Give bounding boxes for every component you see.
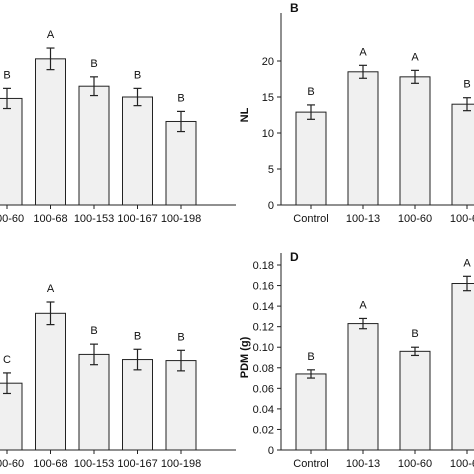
chart-panel-bottom-right: 0 0.02 0.04 0.06 0.08 0.10 0.12 0.14 0.16 0.18 PDM… (239, 250, 474, 470)
bar (165, 360, 197, 451)
significance-letter: B (177, 331, 184, 343)
y-tick-label: 0.12 (253, 322, 274, 334)
y-axis-label: PDM (g) (239, 336, 251, 378)
x-tick-label: 100-13 (346, 458, 380, 470)
bar (0, 97, 23, 206)
y-tick-label: 0.02 (253, 424, 274, 436)
bar (295, 111, 327, 206)
y-tick-label: 0.10 (253, 342, 274, 354)
x-tick-label: 100-198 (161, 458, 201, 470)
significance-letter: B (134, 330, 141, 342)
y-tick-label: 0.16 (253, 281, 274, 293)
x-tick-label: 100-68 (33, 458, 67, 470)
bar (35, 58, 66, 206)
chart-panel-top-left: B 100-60 A 100-68 B 100-153 B 100-167 B 100-198 (0, 29, 236, 225)
y-tick-label: 0.04 (253, 404, 274, 416)
significance-letter: A (463, 257, 471, 269)
x-tick-label: 100-68 (450, 458, 474, 470)
significance-letter: B (90, 58, 97, 70)
bar (399, 76, 431, 206)
bar (78, 353, 110, 451)
y-tick-label: 0.14 (253, 301, 274, 313)
y-tick-label: 15 (262, 92, 274, 104)
x-tick-label: 100-198 (161, 213, 201, 225)
bar (165, 120, 197, 206)
significance-letter: A (359, 46, 367, 58)
x-tick-label: Control (293, 458, 328, 470)
bar (78, 85, 110, 206)
significance-letter: B (134, 69, 141, 81)
x-tick-label: 100-60 (0, 458, 24, 470)
significance-letter: A (411, 51, 419, 63)
bar (451, 103, 474, 206)
bar (399, 350, 431, 451)
x-tick-label: 100-167 (117, 213, 157, 225)
bar (451, 283, 474, 451)
x-tick-label: 100-60 (0, 213, 24, 225)
significance-letter: A (359, 299, 367, 311)
panel-label: D (290, 250, 299, 264)
x-tick-label: 100-60 (398, 213, 432, 225)
significance-letter: B (177, 92, 184, 104)
panel-label: B (290, 1, 299, 15)
y-tick-label: 0.18 (253, 260, 274, 272)
y-tick-label: 5 (268, 164, 274, 176)
bar (295, 373, 327, 451)
y-axis-label: NL (239, 107, 251, 122)
bar (347, 71, 379, 206)
bar (35, 312, 66, 451)
y-tick-label: 0.06 (253, 383, 274, 395)
y-tick-label: 0 (268, 200, 274, 212)
x-tick-label: 100-13 (346, 213, 380, 225)
significance-letter: B (90, 325, 97, 337)
y-tick-label: 10 (262, 128, 274, 140)
bar (122, 359, 153, 451)
significance-letter: B (3, 69, 10, 81)
significance-letter: A (47, 29, 55, 41)
x-tick-label: 100-68 (450, 213, 474, 225)
y-tick-label: 0.08 (253, 363, 274, 375)
significance-letter: C (3, 354, 11, 366)
significance-letter: A (47, 283, 55, 295)
x-tick-label: 100-167 (117, 458, 157, 470)
x-tick-label: 100-153 (74, 458, 114, 470)
x-tick-label: 100-153 (74, 213, 114, 225)
x-tick-label: 100-60 (398, 458, 432, 470)
y-tick-label: 0 (268, 445, 274, 457)
chart-panel-bottom-left: C 100-60 A 100-68 B 100-153 B 100-167 B 100-198 (0, 283, 236, 470)
significance-letter: B (307, 86, 314, 98)
significance-letter: B (307, 351, 314, 363)
significance-letter: B (463, 79, 470, 91)
chart-panel-top-right: 0 5 10 15 20 NL B B Control A 100-13 A 100-60 B 100-68 (239, 1, 474, 225)
x-tick-label: Control (293, 213, 328, 225)
significance-letter: B (411, 328, 418, 340)
bar (347, 323, 379, 451)
x-tick-label: 100-68 (33, 213, 67, 225)
bar (122, 96, 153, 206)
y-tick-label: 20 (262, 56, 274, 68)
